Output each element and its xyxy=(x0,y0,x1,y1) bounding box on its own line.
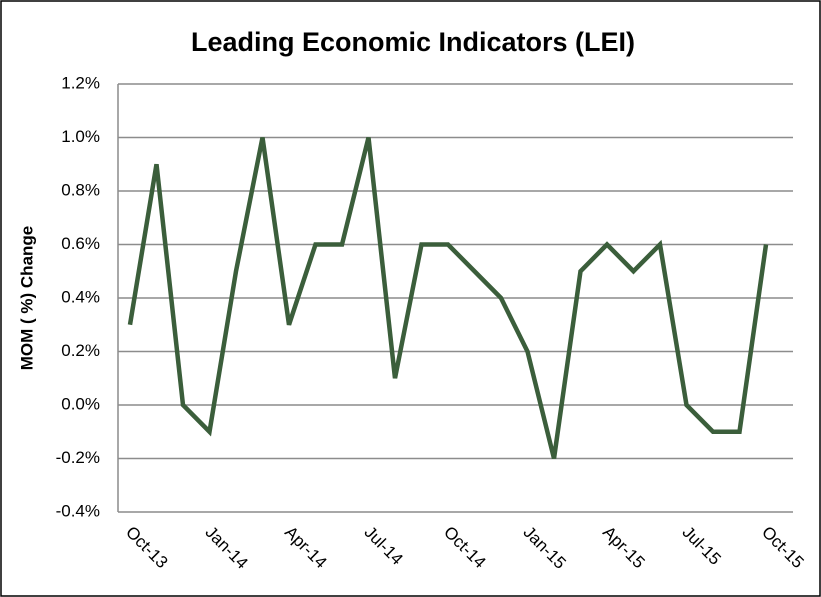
chart-title: Leading Economic Indicators (LEI) xyxy=(191,27,635,57)
y-tick-label: 1.2% xyxy=(61,73,100,92)
y-tick-label: 0.8% xyxy=(61,180,100,199)
y-tick-label: 1.0% xyxy=(61,127,100,146)
y-tick-label: 0.0% xyxy=(61,394,100,413)
y-tick-label: 0.6% xyxy=(61,234,100,253)
y-tick-label: 0.4% xyxy=(61,287,100,306)
y-tick-label: -0.4% xyxy=(56,501,100,520)
data-line xyxy=(127,136,769,460)
y-axis-title: MOM ( %) Change xyxy=(17,226,36,371)
y-tick-label: -0.2% xyxy=(56,448,100,467)
y-tick-label: 0.2% xyxy=(61,341,100,360)
